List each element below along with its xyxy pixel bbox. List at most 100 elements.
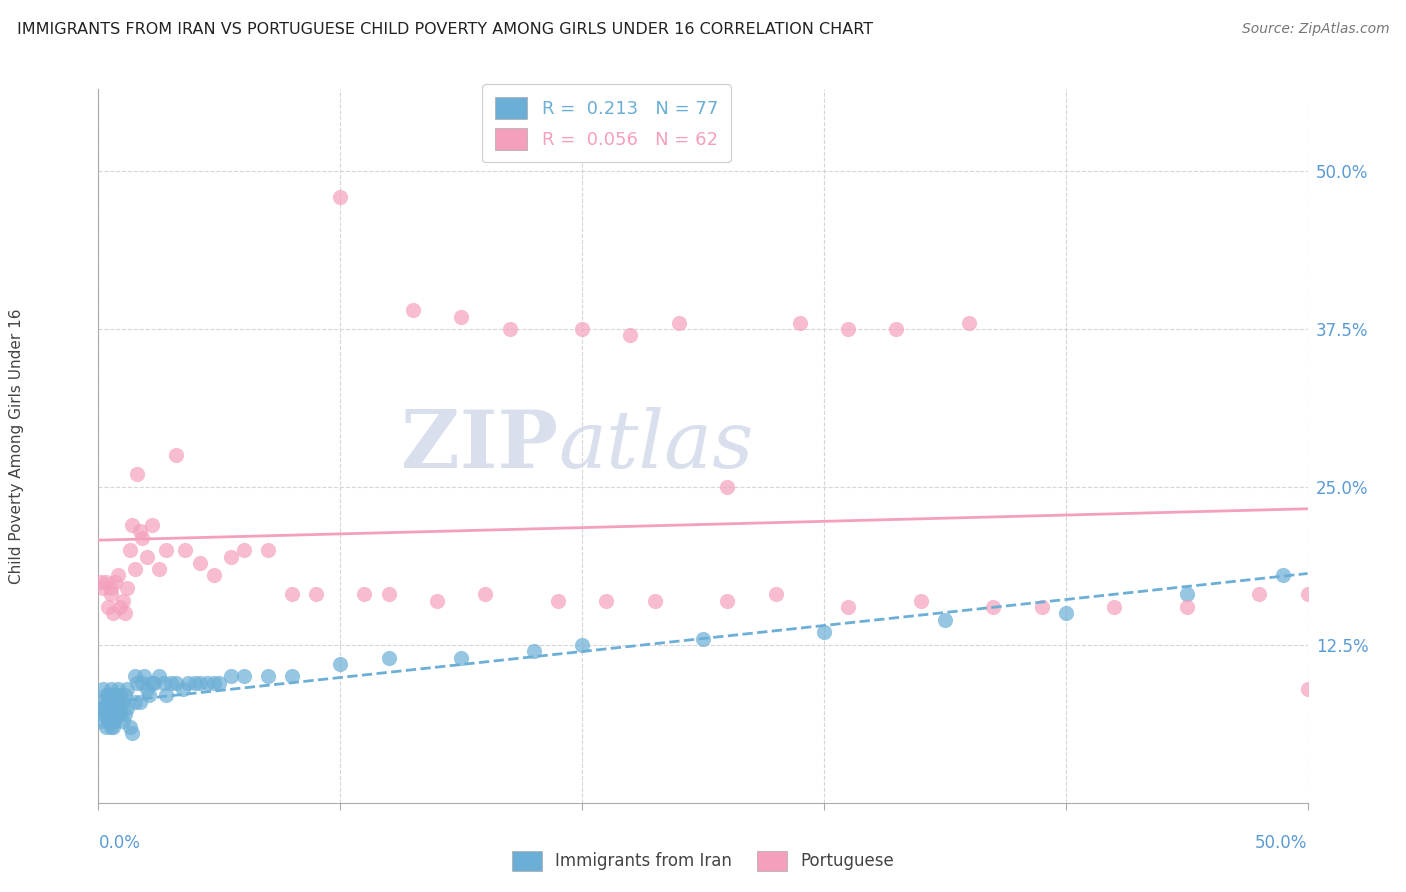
- Point: [138, 689, 160, 703]
- Point: [94, 689, 117, 703]
- Point: [174, 543, 197, 558]
- Point: [100, 707, 122, 722]
- Point: [143, 675, 166, 690]
- Point: [221, 549, 243, 564]
- Point: [886, 322, 908, 336]
- Point: [134, 669, 156, 683]
- Point: [131, 531, 153, 545]
- Point: [127, 675, 149, 690]
- Point: [813, 625, 835, 640]
- Point: [100, 581, 122, 595]
- Point: [837, 322, 859, 336]
- Point: [195, 675, 218, 690]
- Point: [101, 607, 124, 621]
- Point: [100, 682, 122, 697]
- Point: [789, 316, 811, 330]
- Point: [94, 574, 117, 589]
- Point: [114, 707, 136, 722]
- Text: Child Poverty Among Girls Under 16: Child Poverty Among Girls Under 16: [10, 309, 24, 583]
- Point: [957, 316, 980, 330]
- Point: [547, 593, 569, 607]
- Point: [232, 669, 254, 683]
- Point: [148, 562, 170, 576]
- Point: [124, 669, 146, 683]
- Point: [402, 303, 425, 318]
- Point: [668, 316, 690, 330]
- Text: Source: ZipAtlas.com: Source: ZipAtlas.com: [1241, 22, 1389, 37]
- Point: [281, 669, 304, 683]
- Point: [97, 695, 120, 709]
- Point: [450, 310, 472, 324]
- Point: [837, 600, 859, 615]
- Point: [1175, 587, 1198, 601]
- Point: [104, 574, 127, 589]
- Point: [90, 701, 112, 715]
- Point: [100, 714, 122, 728]
- Point: [108, 701, 131, 715]
- Point: [111, 593, 134, 607]
- Point: [101, 720, 124, 734]
- Point: [118, 720, 141, 734]
- Text: 50.0%: 50.0%: [1256, 834, 1308, 852]
- Point: [108, 600, 131, 615]
- Point: [155, 543, 177, 558]
- Point: [141, 517, 163, 532]
- Point: [97, 689, 120, 703]
- Point: [305, 587, 328, 601]
- Point: [101, 689, 124, 703]
- Point: [353, 587, 375, 601]
- Point: [101, 707, 124, 722]
- Point: [1054, 607, 1077, 621]
- Point: [692, 632, 714, 646]
- Point: [97, 714, 120, 728]
- Point: [329, 189, 352, 203]
- Point: [208, 675, 231, 690]
- Point: [91, 707, 114, 722]
- Point: [1249, 587, 1271, 601]
- Point: [716, 593, 738, 607]
- Point: [117, 701, 139, 715]
- Text: 0.0%: 0.0%: [98, 834, 141, 852]
- Point: [160, 675, 183, 690]
- Point: [1102, 600, 1125, 615]
- Point: [204, 568, 226, 582]
- Point: [117, 682, 139, 697]
- Point: [104, 689, 127, 703]
- Point: [91, 581, 114, 595]
- Point: [184, 675, 207, 690]
- Point: [104, 701, 127, 715]
- Point: [94, 720, 117, 734]
- Point: [172, 682, 194, 697]
- Point: [118, 543, 141, 558]
- Point: [101, 714, 124, 728]
- Legend: Immigrants from Iran, Portuguese: Immigrants from Iran, Portuguese: [503, 842, 903, 880]
- Point: [141, 675, 163, 690]
- Point: [1272, 568, 1295, 582]
- Point: [981, 600, 1004, 615]
- Point: [377, 587, 399, 601]
- Point: [329, 657, 352, 671]
- Point: [165, 675, 187, 690]
- Point: [474, 587, 496, 601]
- Point: [107, 695, 129, 709]
- Point: [571, 638, 593, 652]
- Point: [177, 675, 200, 690]
- Point: [100, 695, 122, 709]
- Point: [128, 524, 150, 539]
- Point: [91, 695, 114, 709]
- Point: [107, 682, 129, 697]
- Point: [135, 682, 157, 697]
- Point: [108, 689, 131, 703]
- Point: [1175, 600, 1198, 615]
- Point: [131, 675, 153, 690]
- Point: [188, 675, 211, 690]
- Point: [111, 695, 134, 709]
- Point: [165, 449, 187, 463]
- Point: [148, 669, 170, 683]
- Text: ZIP: ZIP: [401, 407, 558, 485]
- Point: [121, 517, 143, 532]
- Point: [256, 543, 278, 558]
- Point: [571, 322, 593, 336]
- Point: [124, 562, 146, 576]
- Point: [117, 581, 139, 595]
